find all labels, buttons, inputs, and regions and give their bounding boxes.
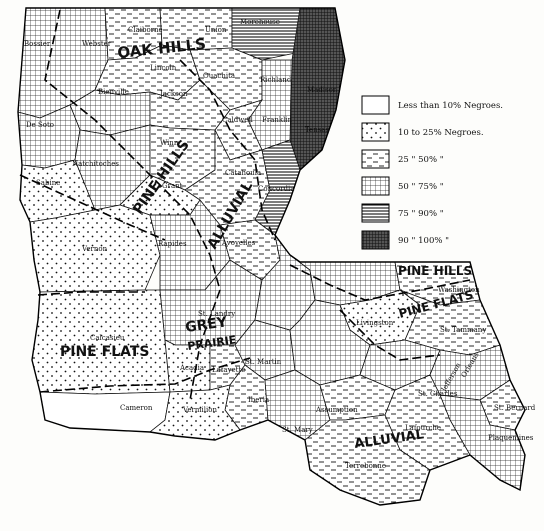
region-pine-hills-east: PINE HILLS <box>398 264 472 278</box>
label-st-landry: St. Landry <box>198 310 235 318</box>
label-livingston: Livingston <box>356 319 394 327</box>
label-jackson: Jackson <box>159 90 188 98</box>
area-cameron <box>39 391 171 433</box>
label-assumption: Assumption <box>315 406 358 414</box>
label-rapides: Rapides <box>158 240 187 248</box>
region-grey: GREY <box>184 314 229 336</box>
label-natchitoches: Natchitoches <box>72 160 119 168</box>
label-calcasieu: Calcasieu <box>90 334 125 342</box>
label-tensas: Tensas <box>305 126 330 134</box>
area-calcasieu <box>31 289 171 395</box>
label-franklin: Franklin <box>262 116 293 124</box>
label-st-martin: St. Martin <box>245 358 282 366</box>
label-claiborne: Claiborne <box>128 26 163 34</box>
label-vermilion: Vermilion <box>182 406 217 414</box>
label-bienville: Bienville <box>98 88 129 96</box>
legend-label-hlines: 75 " 90% " <box>398 209 444 219</box>
label-richland: Richland <box>260 76 292 84</box>
label-madison: Madison <box>307 86 338 94</box>
legend-swatch-dense <box>361 230 390 250</box>
label-vernon: Vernon <box>81 245 108 253</box>
label-ouachita: Ouachita <box>203 72 235 80</box>
label-iberia: Iberia <box>248 396 269 404</box>
label-acadia: Acadia <box>179 364 204 372</box>
parish-labels: Claiborne Union Morehouse Bossier Webste… <box>24 18 536 470</box>
label-concordia: Concordia <box>258 185 294 193</box>
state-outline <box>17 7 526 506</box>
label-avoyelles: Avoyelles <box>221 239 256 247</box>
label-lafourche: Lafourche <box>405 424 441 432</box>
label-winn: Winn <box>160 139 179 147</box>
label-terrebonne: Terrebonne <box>345 462 386 470</box>
legend-label-dots: 10 to 25% Negroes. <box>398 128 484 138</box>
legend-label-grid: 50 " 75% " <box>398 182 444 192</box>
legend-swatch-dots <box>361 122 390 142</box>
label-lincoln: Lincoln <box>150 64 177 72</box>
label-de-soto: De Soto <box>26 121 54 129</box>
legend-label-white: Less than 10% Negroes. <box>398 101 503 111</box>
legend-swatch-white <box>361 95 390 115</box>
label-webster: Webster <box>82 40 112 48</box>
label-sabine: Sabine <box>36 179 60 187</box>
label-caldwell: Caldwell <box>222 116 254 124</box>
label-st-bernard: St. Bernard <box>494 404 536 412</box>
region-boundaries <box>19 9 471 401</box>
label-union: Union <box>205 26 227 34</box>
region-pine-flats-west: PINE FLATS <box>60 344 150 360</box>
area-desoto <box>17 104 81 169</box>
legend-swatch-hlines <box>361 203 390 223</box>
label-grant: Grant <box>162 182 183 190</box>
legend-label-dense: 90 " 100% " <box>398 236 449 246</box>
label-lafayette: Lafayette <box>212 366 245 374</box>
label-bossier: Bossier <box>24 40 51 48</box>
label-st-charles: St. Charles <box>418 390 458 398</box>
label-plaquemines: Plaquemines <box>488 434 534 442</box>
label-catahoula: Catahoula <box>225 169 261 177</box>
legend-swatch-dashes <box>361 149 390 169</box>
label-cameron: Cameron <box>120 404 153 412</box>
label-st-tammany: St. Tammany <box>440 326 486 334</box>
label-morehouse: Morehouse <box>240 18 280 26</box>
label-washington: Washington <box>438 286 480 294</box>
legend-swatch-grid <box>361 176 390 196</box>
legend: Less than 10% Negroes. 10 to 25% Negroes.… <box>361 95 503 250</box>
legend-label-dashes: 25 " 50% " <box>398 155 444 165</box>
label-st-mary: St. Mary <box>282 426 313 434</box>
